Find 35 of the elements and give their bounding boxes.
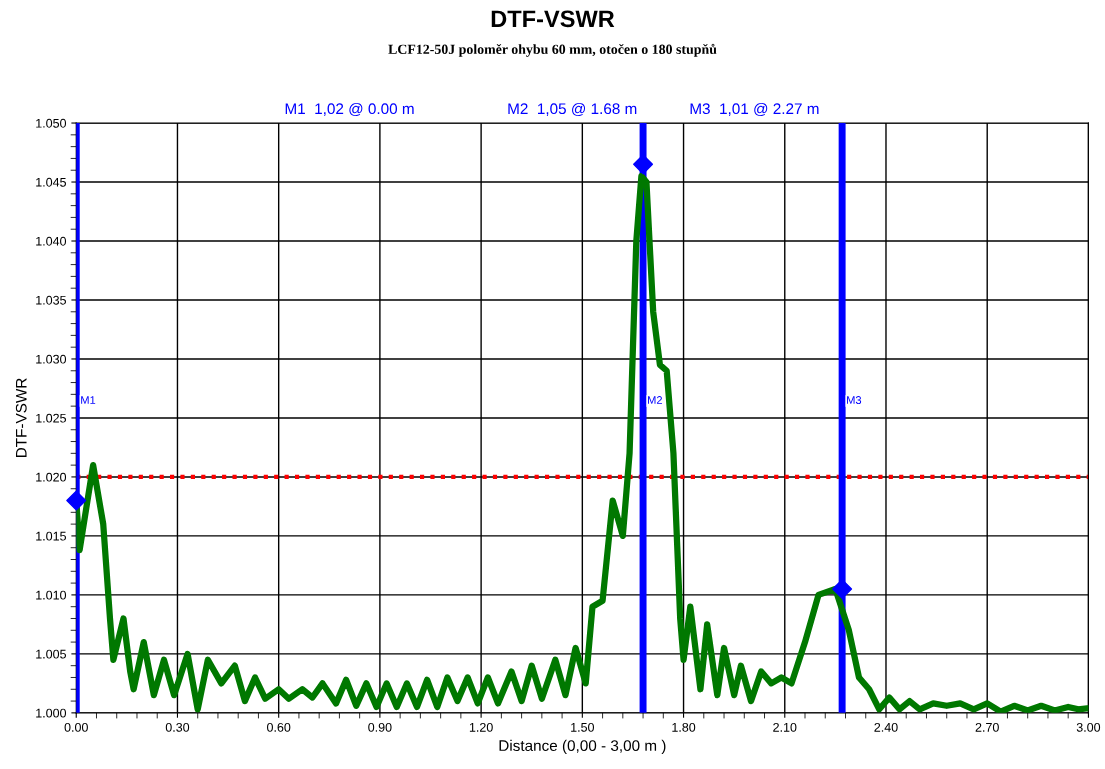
x-tick-label: 0.00 [64, 722, 88, 732]
y-tick-label: 1.035 [36, 295, 66, 305]
y-tick-label: 1.005 [36, 649, 66, 659]
ref-line-label: M1 [81, 396, 96, 404]
y-tick-label: 1.050 [36, 118, 67, 128]
y-tick-label: 1.045 [36, 177, 66, 187]
chart-title: DTF-VSWR [491, 10, 615, 28]
y-tick-label: 1.010 [36, 590, 67, 600]
x-tick-label: 1.80 [672, 722, 696, 732]
y-tick-label: 1.015 [36, 531, 66, 541]
x-tick-label: 1.20 [469, 722, 493, 732]
x-tick-label: 3.00 [1076, 722, 1101, 732]
y-tick-label: 1.040 [36, 236, 67, 246]
ref-line-label: M2 [648, 396, 662, 404]
x-tick-label: 0.30 [165, 722, 190, 732]
x-tick-label: 0.90 [368, 722, 392, 732]
y-tick-label: 1.000 [36, 708, 67, 718]
y-tick-label: 1.030 [36, 354, 67, 364]
text: M2 1,05 @ 1.68 m [508, 102, 637, 117]
x-tick-label: 2.40 [874, 722, 898, 732]
y-tick-label: 1.020 [36, 472, 67, 482]
x-tick-label: 2.10 [773, 722, 797, 732]
chart-subtitle: LCF12-50J poloměr ohybu 60 mm, otočen o 180 stupňů [388, 43, 717, 57]
point [832, 578, 853, 600]
x-axis-title: Distance (0,00 - 3,00 m ) [499, 739, 666, 755]
point [633, 154, 654, 175]
ref-line-label: M3 [847, 396, 862, 404]
point [66, 490, 87, 511]
y-tick-label: 1.025 [36, 413, 66, 423]
y-axis-title: DTF-VSWR [15, 378, 27, 458]
x-tick-label: 1.50 [571, 722, 595, 732]
x-tick-label: 0.60 [267, 722, 291, 732]
text: M3 1,01 @ 2.27 m [690, 102, 819, 117]
text: M1 1,02 @ 0.00 m [285, 102, 414, 117]
x-tick-label: 2.70 [975, 722, 999, 732]
